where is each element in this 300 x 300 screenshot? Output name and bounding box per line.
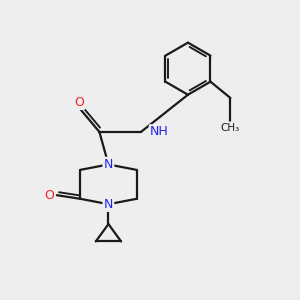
Text: N: N (104, 158, 113, 171)
Text: N: N (104, 198, 113, 211)
Text: NH: NH (150, 125, 169, 138)
Text: O: O (45, 189, 55, 202)
Text: O: O (74, 96, 84, 109)
Text: CH₃: CH₃ (221, 123, 240, 133)
